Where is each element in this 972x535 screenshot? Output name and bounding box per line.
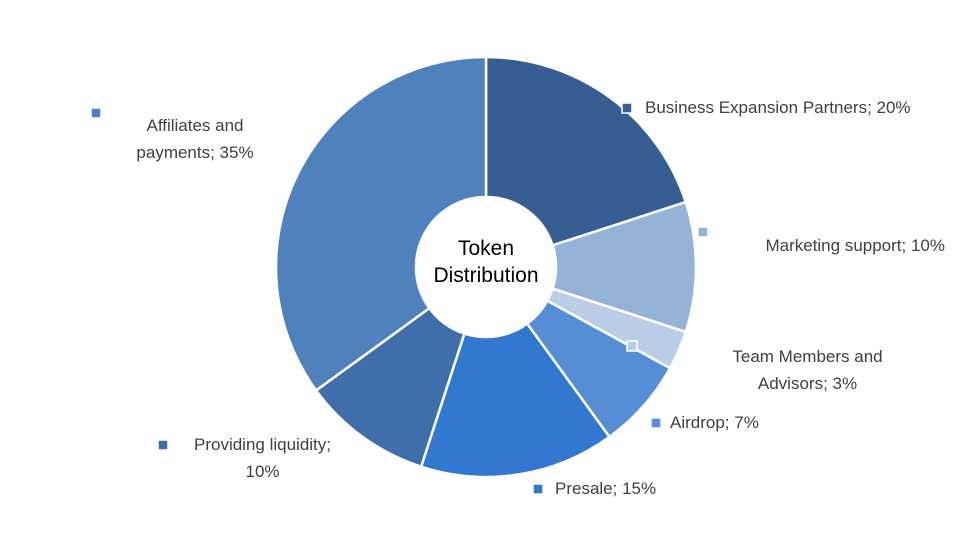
slice-label: Marketing support; 10% bbox=[765, 236, 945, 255]
legend-marker bbox=[532, 483, 544, 495]
slice-label: Team Members and Advisors; 3% bbox=[732, 347, 883, 393]
chart-title: Token Distribution bbox=[433, 237, 539, 287]
slice-label: Providing liquidity; 10% bbox=[193, 435, 331, 481]
legend-marker bbox=[90, 107, 102, 119]
legend-marker bbox=[626, 340, 638, 352]
slice-label: Affiliates and payments; 35% bbox=[136, 116, 254, 162]
slice-label: Presale; 15% bbox=[555, 479, 657, 498]
legend-marker bbox=[650, 417, 662, 429]
slice-label: Airdrop; 7% bbox=[670, 413, 759, 432]
donut-slice bbox=[274, 55, 488, 393]
legend-marker bbox=[697, 226, 709, 238]
legend-marker bbox=[157, 439, 169, 451]
donut-slice bbox=[484, 55, 688, 247]
donut-slice bbox=[419, 321, 612, 479]
legend-marker bbox=[621, 102, 633, 114]
slice-label: Business Expansion Partners; 20% bbox=[645, 98, 911, 117]
